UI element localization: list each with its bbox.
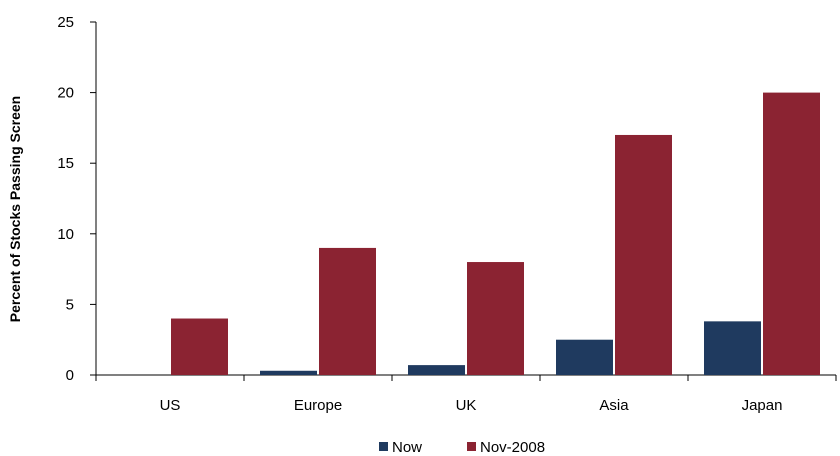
bar-now-uk bbox=[408, 365, 465, 375]
bar-nov-2008-japan bbox=[763, 92, 820, 375]
legend-swatch-nov-2008 bbox=[467, 442, 476, 451]
bar-now-europe bbox=[260, 370, 317, 375]
bar-nov-2008-asia bbox=[615, 134, 672, 375]
bars bbox=[171, 92, 820, 375]
x-axis: US Europe UK Asia Japan bbox=[95, 374, 837, 414]
y-tick-label: 0 bbox=[66, 367, 74, 384]
y-tick-label: 20 bbox=[57, 85, 74, 102]
legend: Now Nov-2008 bbox=[379, 439, 545, 456]
x-tick-label: Asia bbox=[599, 397, 629, 414]
y-tick-label: 10 bbox=[57, 226, 74, 243]
y-axis-label: Percent of Stocks Passing Screen bbox=[7, 96, 23, 322]
y-tick-label: 15 bbox=[57, 155, 74, 172]
x-tick-label: Japan bbox=[742, 397, 783, 414]
legend-swatch-now bbox=[379, 442, 388, 451]
bar-nov-2008-europe bbox=[319, 247, 376, 375]
bar-now-japan bbox=[704, 321, 761, 375]
bar-nov-2008-uk bbox=[467, 262, 524, 375]
legend-label: Nov-2008 bbox=[480, 439, 545, 456]
y-tick-label: 5 bbox=[66, 296, 74, 313]
bar-now-asia bbox=[556, 339, 613, 375]
x-tick-label: UK bbox=[456, 397, 477, 414]
x-tick-label: US bbox=[160, 397, 181, 414]
y-tick-label: 25 bbox=[57, 14, 74, 31]
legend-label: Now bbox=[392, 439, 422, 456]
x-tick-label: Europe bbox=[294, 397, 342, 414]
bar-nov-2008-us bbox=[171, 318, 228, 375]
y-axis: 0 5 10 15 20 25 bbox=[57, 14, 97, 384]
